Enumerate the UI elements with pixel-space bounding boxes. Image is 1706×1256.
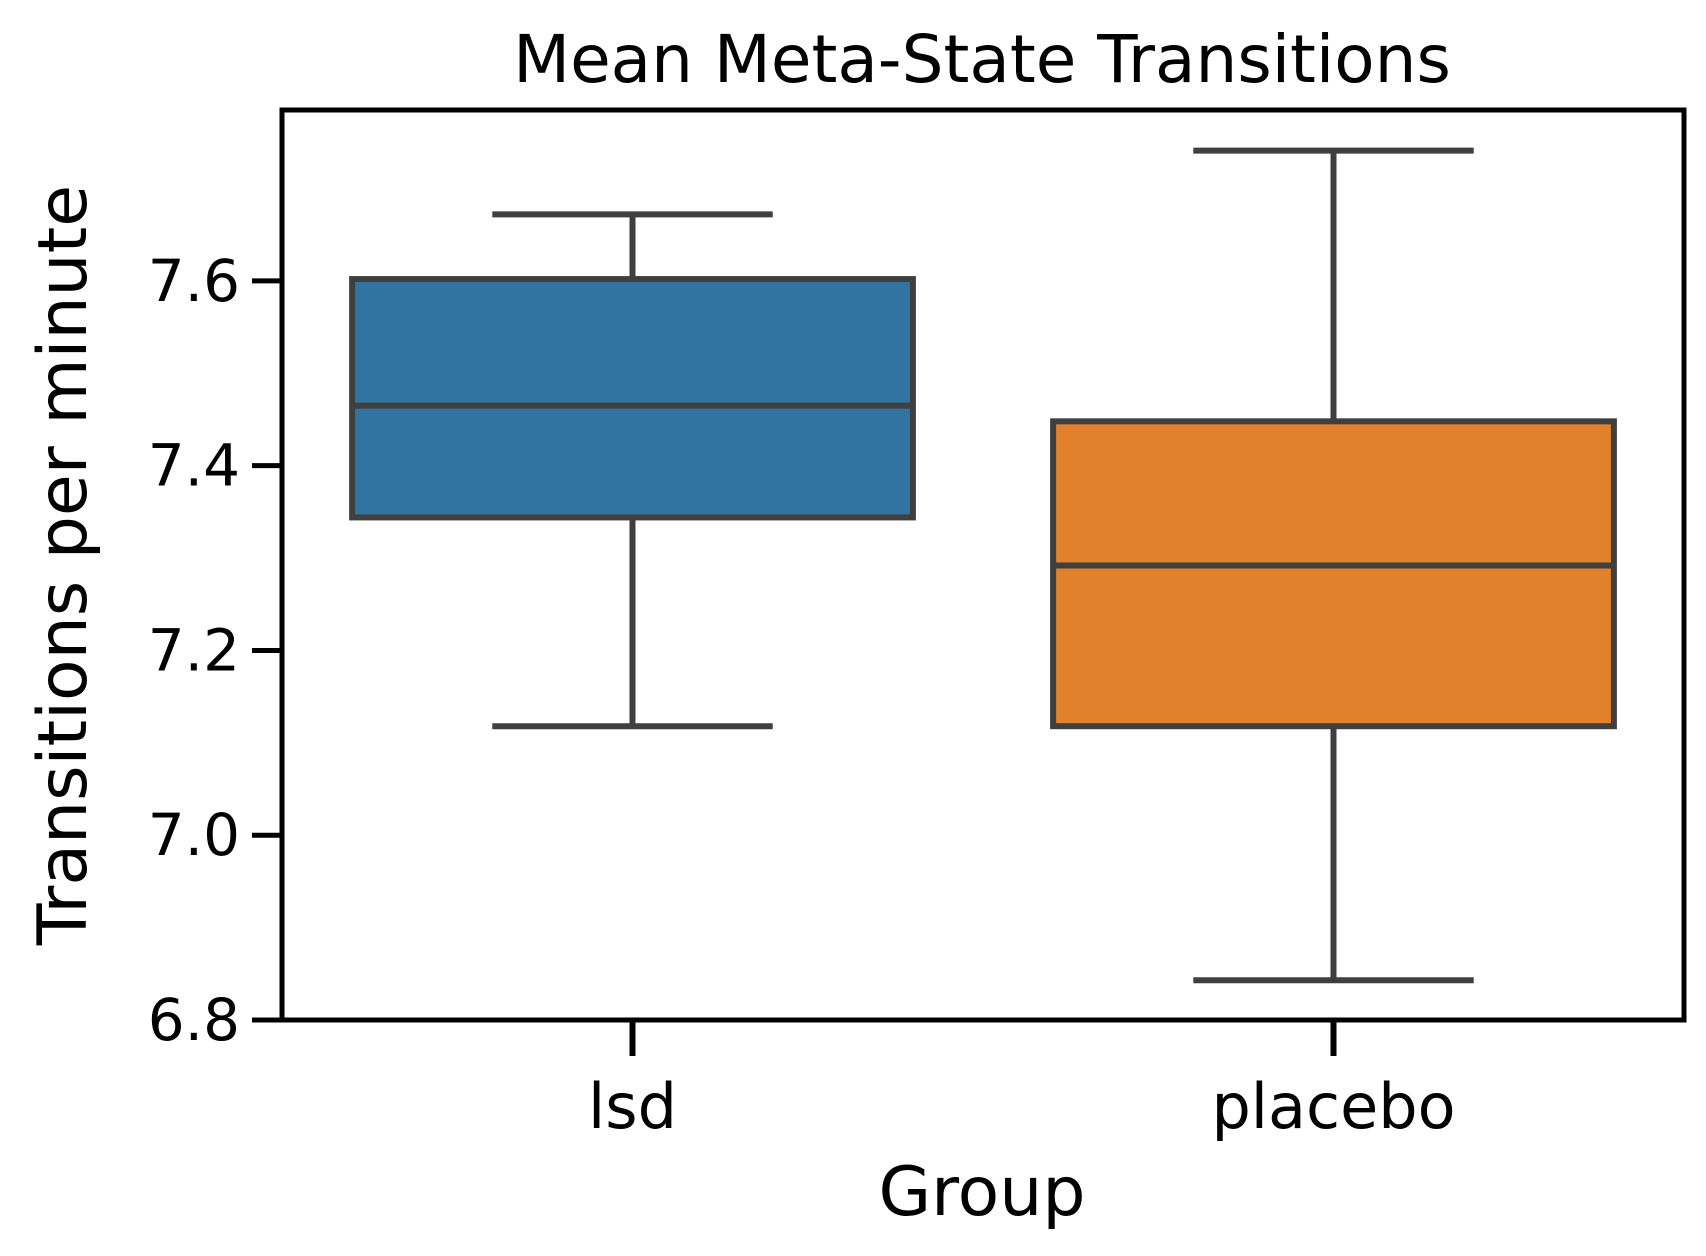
x-axis-label: Group [878, 1153, 1085, 1232]
iqr-box [349, 276, 916, 521]
y-tick-label: 7.2 [148, 616, 240, 684]
box-group-lsd [349, 211, 916, 730]
y-tick-label: 7.4 [148, 432, 240, 500]
x-axis: lsd placebo [588, 1020, 1456, 1143]
box-group-placebo [1050, 147, 1617, 984]
x-tick-label: placebo [1211, 1070, 1455, 1143]
y-tick-label: 7.0 [148, 801, 240, 869]
iqr-box [1050, 418, 1617, 730]
y-axis: 6.8 7.0 7.2 7.4 7.6 [148, 247, 282, 1054]
y-axis-label: Transitions per minute [24, 185, 103, 946]
chart-title: Mean Meta-State Transitions [513, 21, 1451, 98]
plot-frame [279, 107, 1687, 1023]
y-tick-label: 7.6 [148, 247, 240, 315]
y-tick-label: 6.8 [148, 986, 240, 1054]
boxes-layer [349, 147, 1617, 984]
x-tick-label: lsd [588, 1070, 677, 1143]
